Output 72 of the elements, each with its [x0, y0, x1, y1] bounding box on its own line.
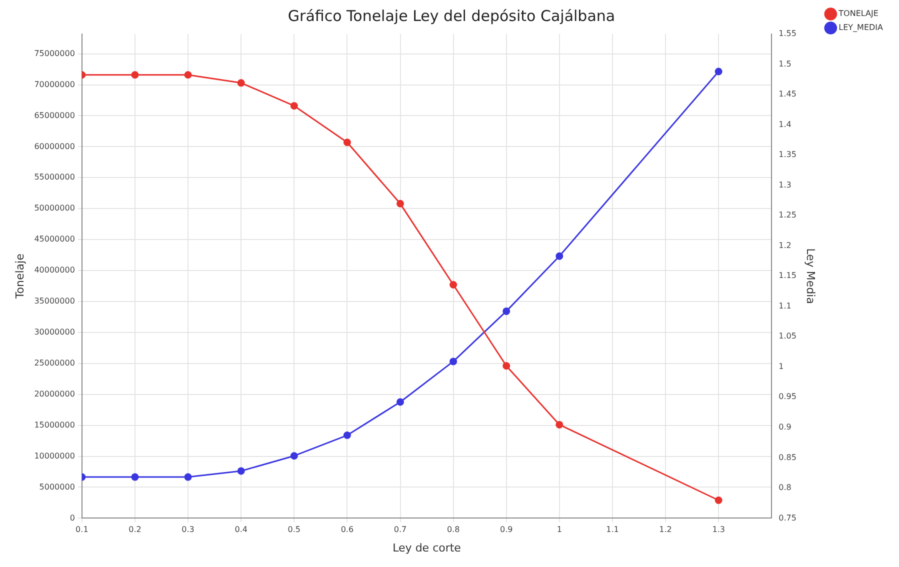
x-tick-label: 0.4: [234, 525, 248, 534]
y2-tick-label: 0.75: [778, 513, 796, 522]
point: [714, 68, 722, 76]
y2-tick-label: 1.4: [778, 120, 792, 129]
x-tick-label: 0.6: [340, 525, 354, 534]
point: [502, 307, 510, 315]
point: [184, 473, 192, 481]
y2-tick-label: 0.9: [778, 422, 792, 432]
point: [290, 102, 298, 110]
chart-title: Gráfico Tonelaje Ley del depósito Cajálbana: [288, 6, 616, 25]
y2-tick-label: 1.35: [778, 150, 796, 160]
y2-tick-label: 1.55: [778, 29, 796, 38]
x-tick-label: 1: [556, 525, 562, 534]
x-tick-label: 0.9: [500, 525, 513, 534]
point: [237, 79, 245, 87]
y2-tick-label: 1.1: [778, 301, 792, 310]
x-tick-label: 1.3: [712, 525, 725, 534]
point: [396, 200, 404, 208]
y2-tick-label: 1.3: [778, 180, 792, 190]
y2-tick-label: 1.15: [778, 271, 796, 280]
point: [237, 467, 245, 475]
point: [290, 452, 298, 460]
point: [396, 398, 404, 406]
y-tick-label: 40000000: [34, 266, 75, 275]
y-tick-label: 75000000: [34, 48, 75, 58]
point: [714, 496, 722, 504]
y-tick-label: 65000000: [34, 110, 75, 120]
point: [556, 420, 564, 428]
y-tick-label: 55000000: [34, 172, 75, 182]
y2-axis-title: Ley Media: [804, 248, 818, 304]
point: [131, 473, 139, 481]
x-tick-label: 0.8: [446, 525, 460, 534]
x-tick-label: 0.7: [394, 525, 407, 534]
point: [556, 252, 564, 260]
x-tick-label: 1.1: [606, 525, 619, 534]
point: [343, 432, 351, 440]
x-tick-label: 0.3: [182, 525, 194, 534]
y2-tick-label: 0.8: [778, 483, 792, 492]
y-axis-title: Tonelaje: [13, 253, 26, 300]
y2-tick-label: 1: [778, 362, 784, 371]
y-tick-label: 15000000: [34, 420, 75, 430]
y2-tick-label: 1.45: [778, 90, 796, 99]
legend-label: TONELAJE: [838, 9, 878, 18]
x-tick-label: 0.5: [288, 525, 301, 534]
y-tick-label: 45000000: [34, 234, 75, 244]
point: [131, 71, 139, 79]
x-tick-label: 0.1: [76, 525, 88, 534]
y-tick-label: 5000000: [39, 482, 75, 492]
x-tick-label: 1.2: [659, 525, 672, 534]
y-tick-label: 50000000: [34, 204, 75, 213]
point: [343, 138, 351, 146]
y2-tick-label: 1.5: [778, 59, 792, 68]
x-axis-title: Ley de corte: [392, 541, 462, 554]
point: [502, 362, 510, 370]
y-tick-label: 20000000: [34, 389, 75, 398]
point: [450, 358, 458, 366]
y-tick-label: 30000000: [34, 328, 75, 337]
y-tick-label: 60000000: [34, 142, 75, 151]
point: [184, 71, 192, 79]
y-tick-label: 0: [70, 513, 75, 522]
y-tick-label: 70000000: [34, 80, 75, 89]
y-tick-label: 25000000: [34, 358, 75, 368]
y-tick-label: 10000000: [34, 451, 75, 460]
y2-tick-label: 0.85: [778, 452, 796, 462]
legend-label: LEY_MEDIA: [838, 23, 884, 32]
y-tick-label: 35000000: [34, 296, 75, 306]
y2-tick-label: 0.95: [778, 392, 796, 402]
x-tick-label: 0.2: [128, 525, 142, 534]
y2-tick-label: 1.05: [778, 332, 796, 341]
point: [450, 281, 458, 289]
y2-tick-label: 1.25: [778, 210, 796, 220]
y2-tick-label: 1.2: [778, 240, 792, 250]
